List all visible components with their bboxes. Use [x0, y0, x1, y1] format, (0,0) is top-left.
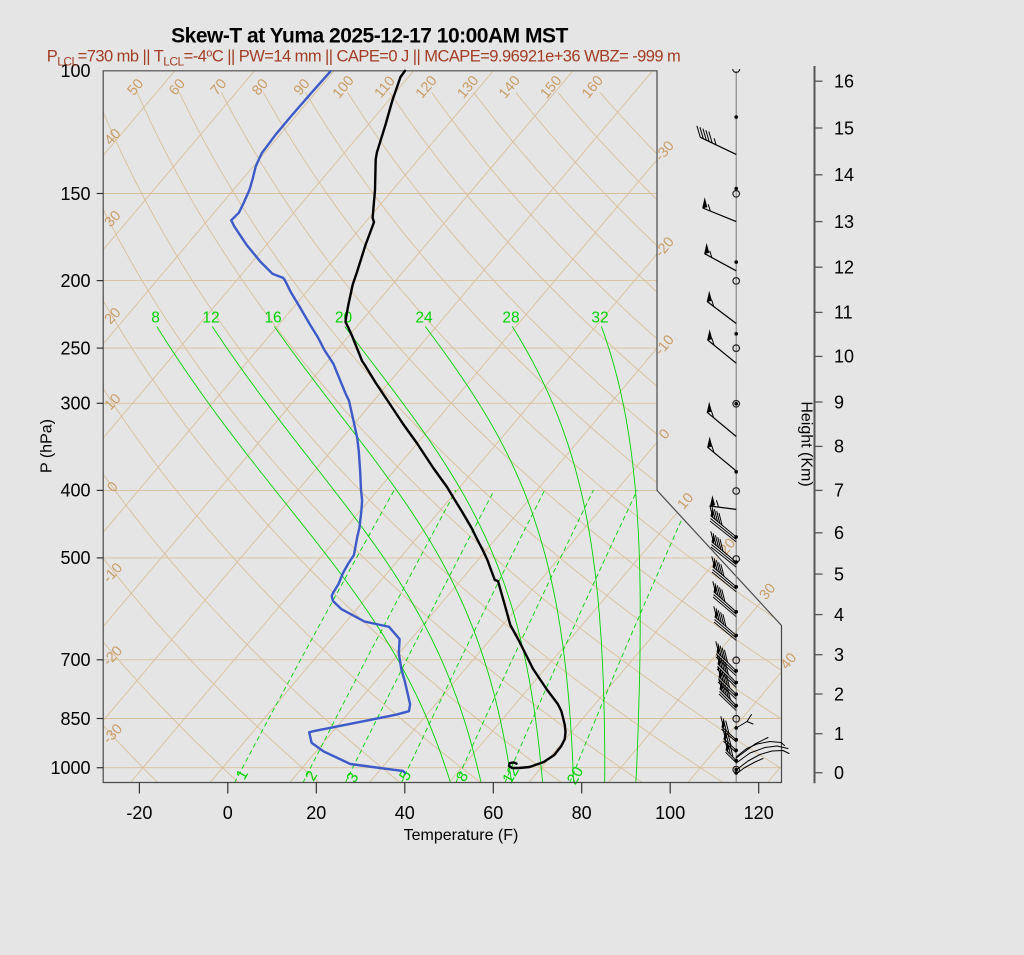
- svg-text:850: 850: [60, 709, 90, 729]
- svg-text:0: 0: [834, 763, 844, 783]
- svg-text:1000: 1000: [50, 758, 90, 778]
- svg-text:700: 700: [60, 650, 90, 670]
- svg-text:40: 40: [395, 803, 415, 823]
- svg-text:16: 16: [834, 72, 854, 92]
- svg-text:3: 3: [834, 645, 844, 665]
- svg-text:100: 100: [655, 803, 685, 823]
- svg-text:Skew-T at Yuma 2025-12-17 10:0: Skew-T at Yuma 2025-12-17 10:00AM MST: [171, 25, 568, 48]
- svg-text:14: 14: [834, 165, 854, 185]
- svg-text:20: 20: [335, 310, 353, 327]
- svg-text:12: 12: [202, 310, 219, 327]
- svg-text:250: 250: [60, 338, 90, 358]
- svg-text:4: 4: [834, 605, 844, 625]
- svg-text:6: 6: [834, 523, 844, 543]
- svg-text:11: 11: [834, 303, 853, 323]
- svg-text:300: 300: [60, 394, 90, 414]
- svg-text:20: 20: [306, 803, 326, 823]
- svg-text:24: 24: [415, 310, 433, 327]
- svg-text:60: 60: [483, 803, 503, 823]
- svg-text:15: 15: [834, 118, 854, 138]
- svg-text:5: 5: [834, 564, 844, 584]
- svg-text:120: 120: [744, 803, 774, 823]
- svg-text:Height (Km): Height (Km): [798, 401, 815, 486]
- svg-text:P (hPa): P (hPa): [39, 419, 56, 473]
- svg-text:2: 2: [834, 684, 844, 704]
- svg-text:PLCL=730 mb || TLCL=-4oC || PW: PLCL=730 mb || TLCL=-4oC || PW=14 mm || …: [47, 48, 680, 69]
- svg-text:200: 200: [60, 271, 90, 291]
- svg-text:13: 13: [834, 212, 854, 232]
- svg-text:7: 7: [834, 481, 844, 501]
- svg-text:12: 12: [834, 258, 854, 278]
- svg-text:80: 80: [572, 803, 592, 823]
- svg-text:500: 500: [60, 548, 90, 568]
- svg-text:32: 32: [591, 310, 608, 327]
- svg-text:Temperature (F): Temperature (F): [404, 827, 519, 844]
- svg-text:10: 10: [834, 347, 854, 367]
- svg-text:0: 0: [223, 803, 233, 823]
- svg-text:150: 150: [60, 184, 90, 204]
- svg-text:8: 8: [834, 437, 844, 457]
- svg-text:28: 28: [502, 310, 519, 327]
- svg-text:8: 8: [151, 310, 160, 327]
- svg-text:1: 1: [834, 724, 844, 744]
- svg-text:-20: -20: [126, 803, 152, 823]
- svg-text:400: 400: [60, 481, 90, 501]
- svg-text:9: 9: [834, 392, 844, 412]
- svg-text:16: 16: [264, 310, 281, 327]
